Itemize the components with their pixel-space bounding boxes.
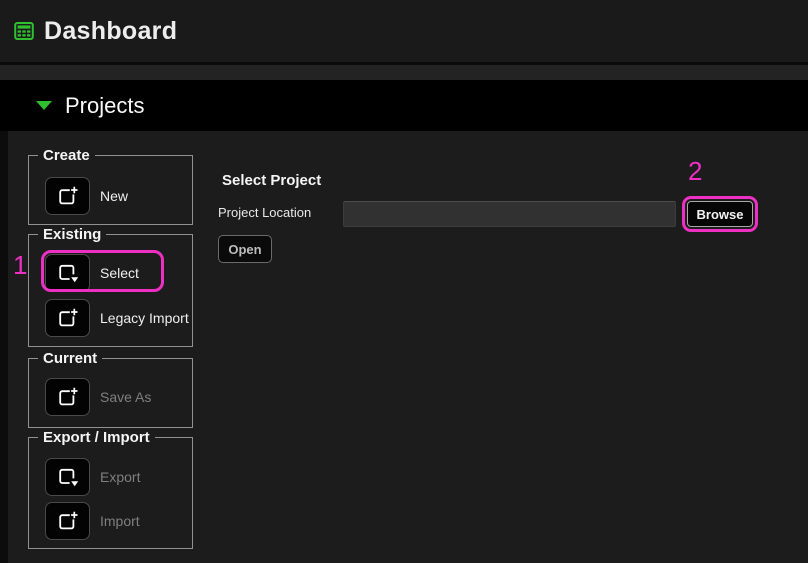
dashboard-grid-icon [14, 22, 34, 40]
save-as-button[interactable] [45, 378, 90, 416]
projects-section-title: Projects [65, 92, 145, 118]
export-button[interactable] [45, 458, 90, 496]
group-export-import: Export / Import Export Import [28, 429, 193, 549]
left-gutter [0, 131, 8, 563]
annotation-step-2: 2 [688, 156, 703, 186]
group-existing: Existing Select Legacy Import [28, 226, 193, 347]
select-project-button[interactable] [45, 254, 90, 292]
export-label: Export [100, 469, 141, 485]
group-create: Create New [28, 147, 193, 225]
select-label: Select [100, 265, 139, 281]
import-button[interactable] [45, 502, 90, 540]
group-existing-legend: Existing [38, 226, 107, 243]
header-divider [0, 62, 808, 65]
legacy-import-button[interactable] [45, 299, 90, 337]
project-select-icon [58, 468, 80, 489]
project-add-icon [58, 510, 79, 530]
browse-button[interactable]: Browse [687, 201, 753, 227]
row-import: Import [45, 502, 140, 540]
row-legacy-import: Legacy Import [45, 299, 189, 337]
project-select-icon [58, 264, 80, 285]
group-export-import-legend: Export / Import [38, 429, 155, 446]
row-export: Export [45, 458, 140, 496]
annotation-highlight-browse: Browse [682, 196, 758, 232]
import-label: Import [100, 513, 140, 529]
toolbar-band [0, 65, 808, 80]
legacy-import-label: Legacy Import [100, 310, 189, 326]
group-current: Current Save As [28, 350, 193, 428]
projects-section-header[interactable]: Projects [0, 80, 808, 131]
new-project-button[interactable] [45, 177, 90, 215]
project-location-label: Project Location [218, 205, 312, 220]
app-header: Dashboard [0, 0, 808, 62]
project-add-icon [58, 386, 79, 406]
row-save-as: Save As [45, 378, 151, 416]
group-current-legend: Current [38, 350, 103, 367]
new-label: New [100, 188, 129, 204]
annotation-step-1: 1 [13, 250, 28, 280]
project-add-icon [58, 185, 79, 205]
save-as-label: Save As [100, 389, 152, 405]
open-button[interactable]: Open [218, 235, 272, 263]
project-add-icon [58, 307, 79, 327]
project-location-input[interactable] [343, 201, 676, 227]
collapse-triangle-icon[interactable] [36, 101, 52, 110]
select-project-heading: Select Project [222, 172, 322, 189]
row-new: New [45, 177, 128, 215]
page-title: Dashboard [44, 16, 178, 45]
group-create-legend: Create [38, 147, 95, 164]
row-select: Select [45, 254, 139, 292]
